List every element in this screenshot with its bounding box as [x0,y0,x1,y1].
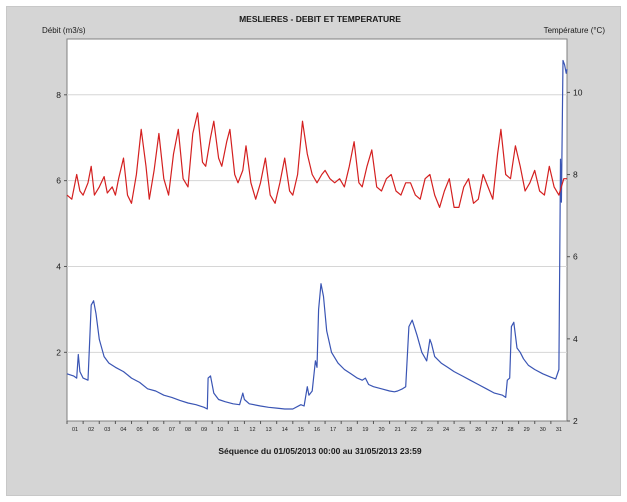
sequence-footer: Séquence du 01/05/2013 00:00 au 31/05/20… [218,446,421,456]
x-tick-label-22: 23 [427,427,433,433]
y-left-tick-label-2: 6 [56,176,61,186]
y-right-tick-label-4: 10 [573,87,583,97]
series-layer [66,59,568,410]
x-tick-label-13: 14 [282,427,288,433]
x-tick-label-5: 06 [153,427,159,433]
series-temperature-line [66,112,567,208]
x-ticks: 01 02 03 04 05 06 07 08 09 10 11 12 13 14 15 16 17 18 19 20… [66,421,562,433]
x-tick-label-19: 20 [378,427,384,433]
x-tick-label-15: 16 [314,427,320,433]
x-tick-label-2: 03 [104,427,110,433]
x-tick-label-4: 05 [137,427,143,433]
x-tick-label-18: 19 [362,427,368,433]
x-tick-label-30: 31 [556,427,562,433]
x-tick-label-7: 08 [185,427,191,433]
y-right-tick-label-1: 4 [573,334,578,344]
series-debit-line [66,59,568,410]
y-axis-label-left: Débit (m3/s) [42,26,86,35]
y-axis-label-right: Température (°C) [544,26,606,35]
x-tick-label-28: 29 [524,427,530,433]
x-tick-label-8: 09 [201,427,207,433]
y-left-tick-label-3: 8 [56,90,61,100]
y-right-tick-label-0: 2 [573,416,578,426]
x-tick-label-29: 30 [540,427,546,433]
x-tick-label-10: 11 [233,427,239,433]
x-tick-label-1: 02 [88,427,94,433]
y-ticks-left: 2 4 6 8 [56,90,67,357]
y-right-tick-label-3: 8 [573,170,578,180]
x-tick-label-21: 22 [411,427,417,433]
x-tick-label-12: 13 [266,427,272,433]
x-tick-label-9: 10 [217,427,223,433]
x-tick-label-11: 12 [249,427,255,433]
x-tick-label-6: 07 [169,427,175,433]
x-tick-label-23: 24 [443,427,449,433]
chart-svg: MESLIERES - DEBIT ET TEMPERATURE Débit (… [42,14,606,456]
x-tick-label-0: 01 [72,427,78,433]
chart-frame: MESLIERES - DEBIT ET TEMPERATURE Débit (… [6,6,621,496]
chart-title: MESLIERES - DEBIT ET TEMPERATURE [239,14,401,24]
x-tick-label-14: 15 [298,427,304,433]
x-tick-label-24: 25 [459,427,465,433]
y-left-tick-label-1: 4 [56,261,61,271]
x-tick-label-17: 18 [346,427,352,433]
x-tick-label-3: 04 [120,427,126,433]
y-ticks-right: 2 4 6 8 10 [567,87,583,426]
x-tick-label-20: 21 [395,427,401,433]
x-tick-label-26: 27 [491,427,497,433]
x-tick-label-16: 17 [330,427,336,433]
y-left-tick-label-0: 2 [56,347,61,357]
x-tick-label-27: 28 [507,427,513,433]
y-right-tick-label-2: 6 [573,252,578,262]
x-tick-label-25: 26 [475,427,481,433]
